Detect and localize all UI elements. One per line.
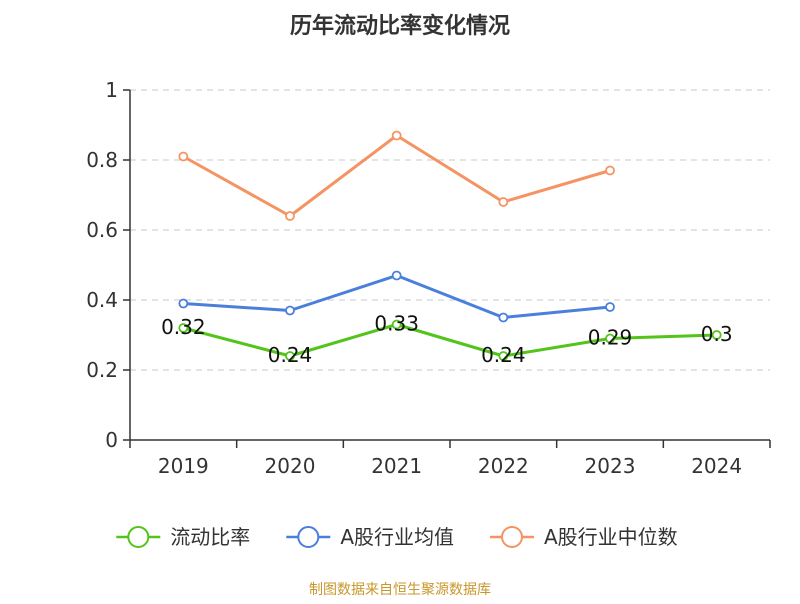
data-label: 0.32	[161, 315, 206, 339]
series-line	[182, 323, 717, 358]
data-point[interactable]	[605, 333, 615, 344]
legend-item[interactable]: A股行业均值	[286, 525, 454, 549]
data-point[interactable]	[178, 323, 189, 333]
data-point[interactable]	[711, 330, 722, 340]
legend-label: A股行业中位数	[544, 525, 678, 549]
data-point[interactable]	[605, 302, 615, 312]
y-tick-label: 0.2	[86, 358, 118, 382]
axes: 0 0.2 0.4 0.6 0.8 1 2019 2020 2021 2022 2023 2024	[86, 78, 771, 478]
legend-marker	[501, 526, 523, 548]
data-label: 0.29	[588, 326, 633, 350]
data-point[interactable]	[391, 130, 402, 141]
data-label: 0.3	[701, 322, 733, 346]
legend: 流动比率 A股行业均值 A股行业中位数	[116, 525, 678, 549]
data-point[interactable]	[391, 270, 402, 281]
x-tick-label: 2024	[691, 454, 742, 478]
data-point[interactable]	[178, 298, 189, 309]
data-point[interactable]	[285, 351, 295, 361]
data-labels: 0.32 0.24 0.33 0.24 0.29 0.3	[161, 312, 733, 368]
data-point[interactable]	[391, 319, 402, 330]
data-point[interactable]	[178, 151, 189, 162]
x-tick-label: 2022	[478, 454, 529, 478]
legend-item[interactable]: A股行业中位数	[490, 525, 678, 549]
y-tick-label: 0.4	[86, 288, 118, 312]
y-tick-label: 0	[105, 428, 118, 452]
y-tick-label: 1	[105, 78, 118, 102]
data-label: 0.24	[268, 343, 313, 367]
y-tick-label: 0.8	[86, 148, 118, 172]
data-label: 0.33	[374, 312, 419, 336]
data-point[interactable]	[498, 312, 509, 323]
y-tick-label: 0.6	[86, 218, 118, 242]
data-point[interactable]	[498, 197, 509, 207]
legend-label: A股行业均值	[340, 525, 454, 549]
series-line	[182, 134, 611, 218]
data-point[interactable]	[498, 351, 509, 361]
x-tick-label: 2023	[585, 454, 636, 478]
legend-marker	[297, 526, 320, 548]
x-tick-label: 2019	[158, 454, 209, 478]
chart-title: 历年流动比率变化情况	[290, 13, 510, 39]
x-tick-label: 2020	[265, 454, 316, 478]
source-note: 制图数据来自恒生聚源数据库	[309, 582, 491, 598]
data-point[interactable]	[605, 165, 615, 176]
legend-marker	[127, 526, 150, 548]
x-tick-label: 2021	[371, 454, 422, 478]
legend-item[interactable]: 流动比率	[116, 525, 250, 549]
data-point[interactable]	[285, 211, 295, 221]
legend-label: 流动比率	[170, 525, 250, 549]
data-label: 0.24	[481, 343, 526, 367]
data-point[interactable]	[285, 305, 295, 316]
series-lines	[178, 130, 722, 361]
grid-lines	[130, 89, 770, 371]
